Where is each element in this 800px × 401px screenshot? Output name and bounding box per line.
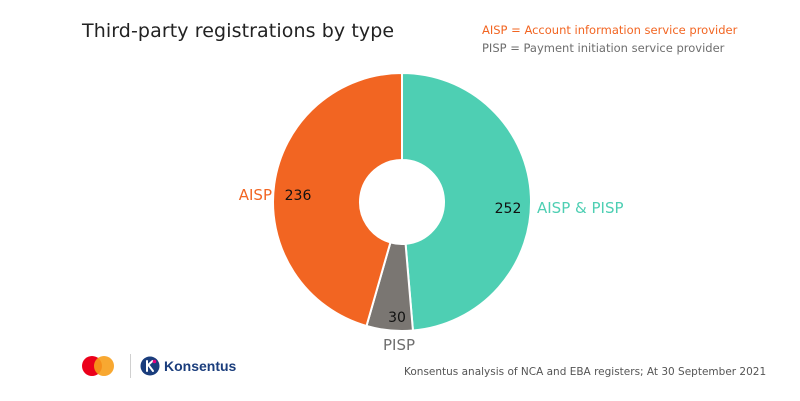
- konsentus-k-icon: [140, 356, 160, 376]
- value-label-aisp-pisp: 252: [495, 201, 522, 217]
- category-label-aisp-pisp: AISP & PISP: [537, 199, 624, 217]
- konsentus-logo: Konsentus: [140, 356, 236, 376]
- legend-pisp: PISP = Payment initiation service provid…: [482, 41, 725, 55]
- mastercard-yellow-circle: [94, 356, 114, 376]
- chart-title: Third-party registrations by type: [82, 20, 395, 42]
- source-note: Konsentus analysis of NCA and EBA regist…: [404, 366, 767, 378]
- value-label-aisp: 236: [285, 188, 312, 204]
- category-label-pisp: PISP: [383, 336, 415, 354]
- logo-divider: [130, 354, 131, 378]
- konsentus-wordmark: Konsentus: [164, 358, 237, 374]
- category-label-aisp: AISP: [239, 186, 272, 204]
- value-label-pisp: 30: [388, 310, 406, 326]
- chart-legend: AISP = Account information service provi…: [482, 21, 737, 57]
- slice-aisp-pisp: [401, 71, 532, 332]
- mastercard-logo: [80, 354, 122, 378]
- slice-aisp: [272, 71, 403, 328]
- legend-aisp: AISP = Account information service provi…: [482, 23, 738, 37]
